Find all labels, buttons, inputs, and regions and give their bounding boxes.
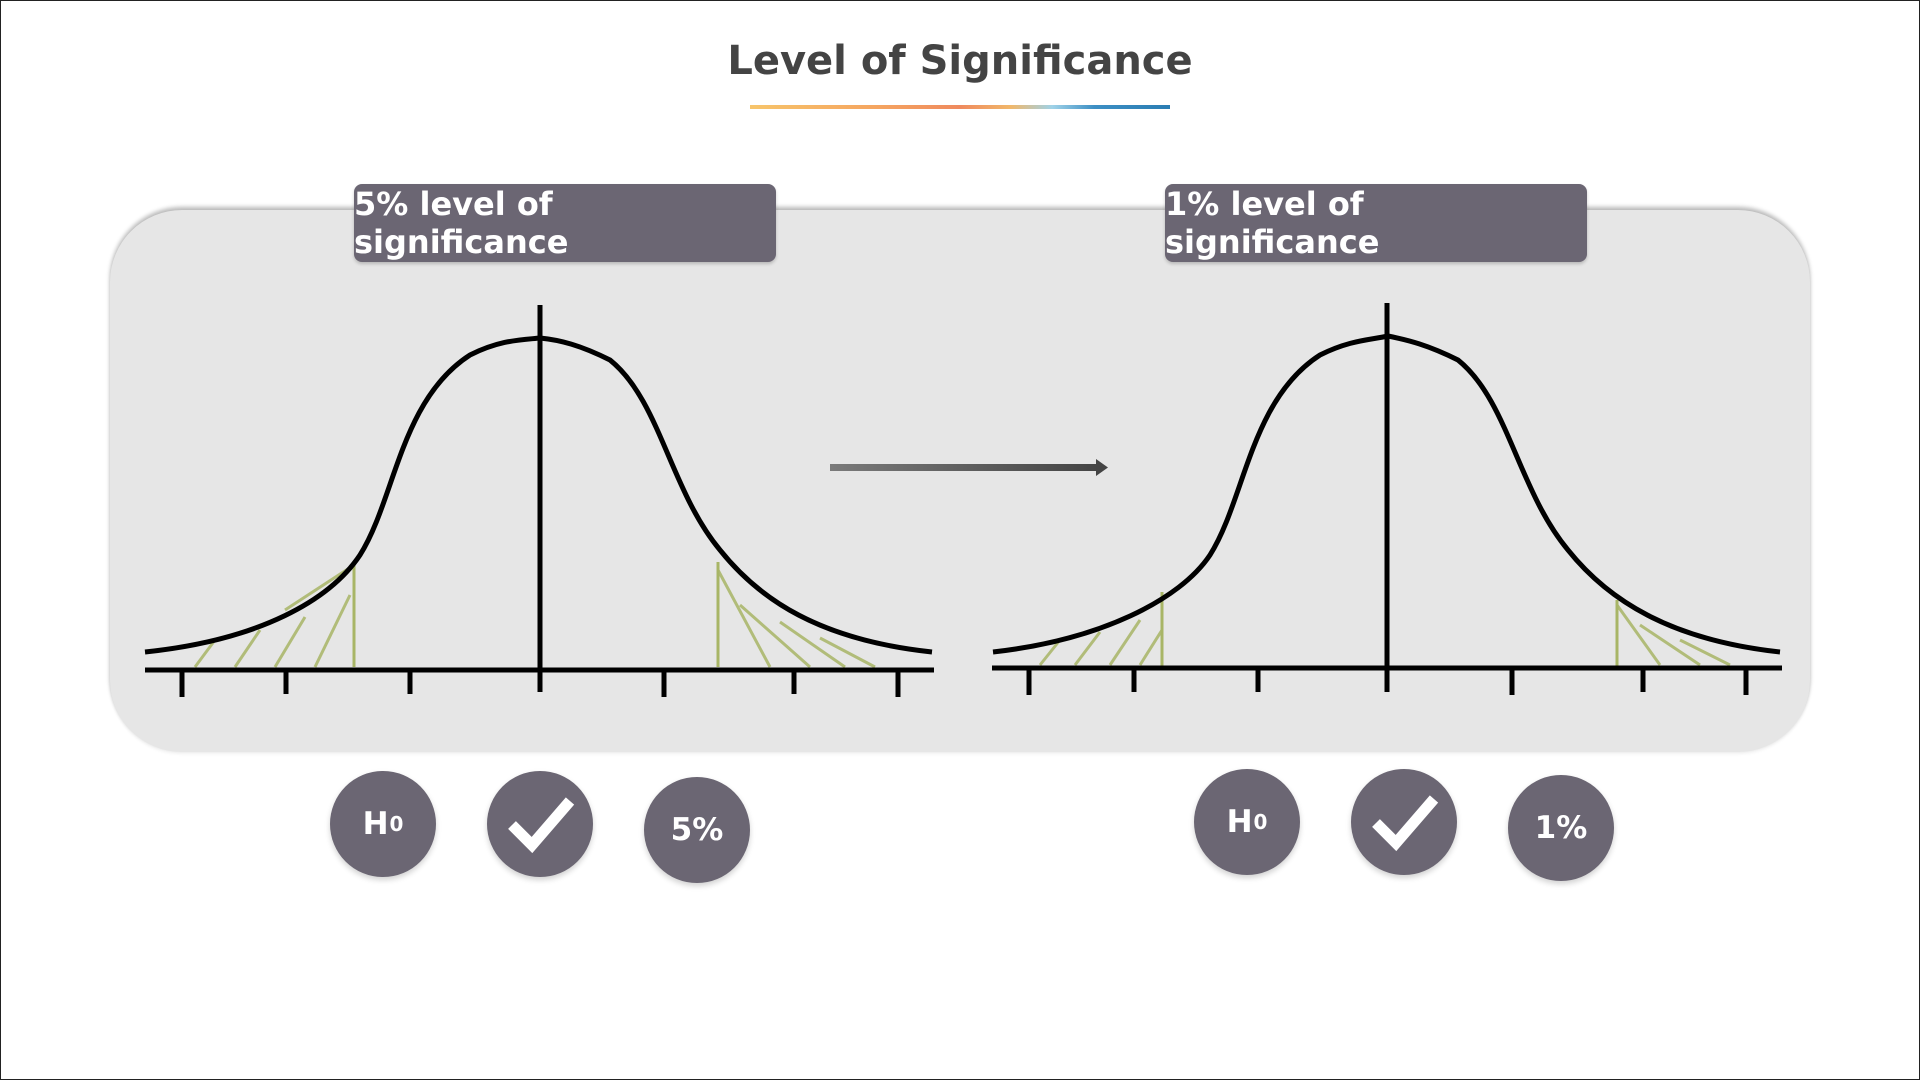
title-underline bbox=[750, 105, 1170, 109]
percent-text: 5% bbox=[670, 812, 724, 848]
right-hatch-right-tail bbox=[1615, 604, 1731, 667]
h-main-text: H bbox=[362, 806, 389, 842]
left-axis-ticks bbox=[179, 670, 901, 697]
h-sub-text: 0 bbox=[1253, 810, 1268, 834]
check-badge-right bbox=[1351, 769, 1457, 875]
right-hatch-left-tail bbox=[1038, 619, 1164, 666]
check-badge-left bbox=[487, 771, 593, 877]
percent-badge-right: 1% bbox=[1508, 775, 1614, 881]
right-axis-ticks bbox=[1026, 668, 1749, 695]
label-five-percent: 5% level of significance bbox=[354, 184, 776, 262]
check-icon bbox=[1372, 795, 1439, 852]
percent-badge-left: 5% bbox=[644, 777, 750, 883]
left-hatch-right-tail bbox=[716, 569, 876, 669]
h-sub-text: 0 bbox=[389, 812, 404, 836]
percent-text: 1% bbox=[1534, 810, 1588, 846]
left-hatch-left-tail bbox=[193, 563, 355, 668]
page-title: Level of Significance bbox=[727, 38, 1193, 84]
check-icon bbox=[508, 797, 575, 854]
label-one-percent: 1% level of significance bbox=[1165, 184, 1587, 262]
h-main-text: H bbox=[1226, 804, 1253, 840]
